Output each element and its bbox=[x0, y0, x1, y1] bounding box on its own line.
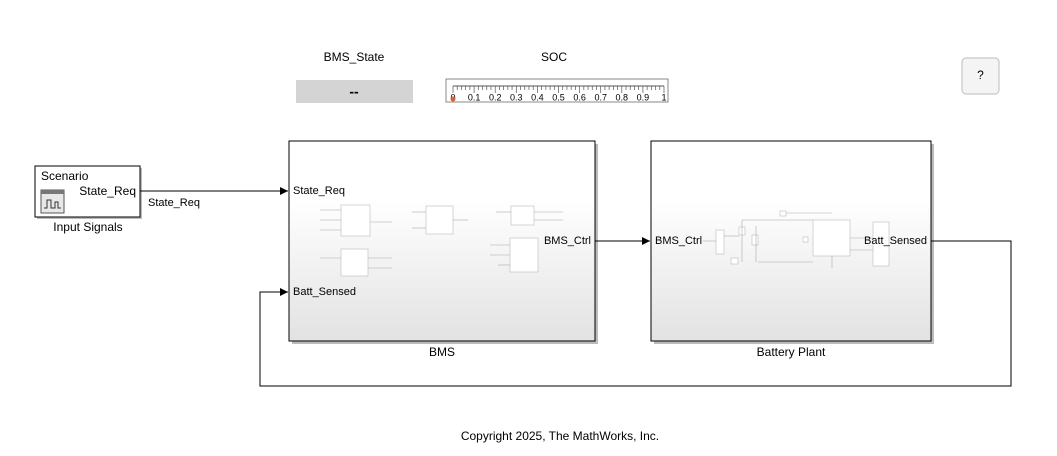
gauge-scale-label: 0.9 bbox=[637, 92, 650, 102]
feedback-line[interactable] bbox=[259, 240, 1012, 387]
help-button[interactable] bbox=[961, 57, 1000, 95]
copyright: Copyright 2025, The MathWorks, Inc. bbox=[461, 429, 659, 443]
gauge-scale-label: 0.3 bbox=[510, 92, 523, 102]
gauge-box bbox=[445, 78, 669, 103]
block-label: BMS bbox=[429, 345, 455, 359]
gauge-scale-label: 0.8 bbox=[616, 92, 629, 102]
port-label: State_Req bbox=[293, 185, 345, 197]
gauge-scale-label: 0.5 bbox=[552, 92, 565, 102]
display-value: -- bbox=[349, 84, 359, 100]
port-label: Batt_Sensed bbox=[864, 235, 927, 247]
battery-plant-preview bbox=[703, 210, 890, 268]
gauge-scale: 00.10.20.30.40.50.60.70.80.91 bbox=[450, 85, 667, 102]
gauge-scale-label: 0.7 bbox=[594, 92, 607, 102]
port-label: BMS_Ctrl bbox=[544, 235, 591, 247]
display-label: BMS_State bbox=[324, 50, 385, 64]
gauge-scale-label: 0.4 bbox=[531, 92, 544, 102]
gauge-label: SOC bbox=[541, 50, 567, 64]
bms-preview bbox=[320, 204, 563, 277]
gauge-scale-label: 0.1 bbox=[468, 92, 481, 102]
gauge-scale-label: 1 bbox=[661, 92, 666, 102]
gauge-scale-label: 0.2 bbox=[489, 92, 502, 102]
signal-label: State_Req bbox=[148, 197, 200, 209]
block-label: Input Signals bbox=[53, 220, 122, 234]
help-text[interactable]: ? bbox=[977, 68, 984, 82]
gauge-needle bbox=[450, 96, 456, 102]
scenario-icon bbox=[40, 189, 65, 214]
port-label: State_Req bbox=[79, 184, 136, 198]
port-label: Batt_Sensed bbox=[293, 286, 356, 298]
block-label: Battery Plant bbox=[757, 345, 826, 359]
port-label: BMS_Ctrl bbox=[655, 235, 702, 247]
bms-block[interactable] bbox=[288, 140, 596, 342]
block-title: Scenario bbox=[41, 169, 89, 183]
display-box bbox=[296, 80, 413, 103]
gauge-scale-label: 0.6 bbox=[573, 92, 586, 102]
